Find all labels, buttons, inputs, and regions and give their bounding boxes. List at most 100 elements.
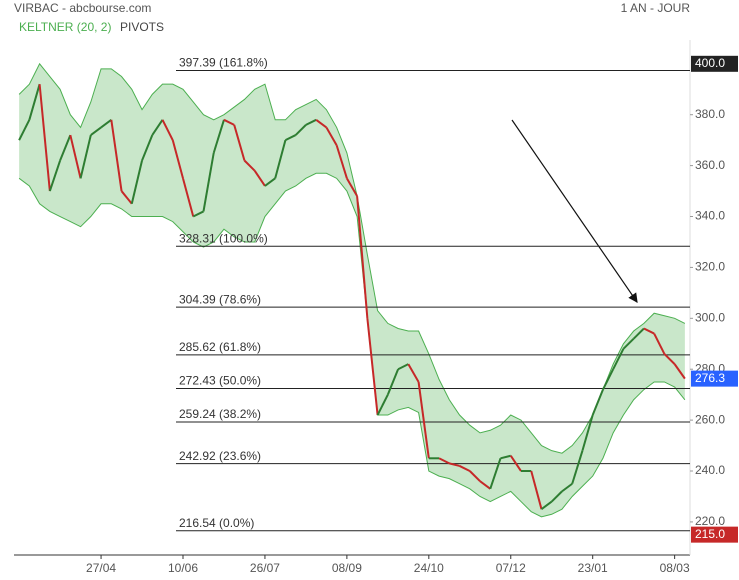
y-tick-label: 300.0 <box>695 310 725 324</box>
price-segment <box>356 196 369 319</box>
price-segment <box>202 152 215 212</box>
price-segment <box>294 124 307 136</box>
price-segment <box>325 126 338 146</box>
price-segment <box>438 457 450 465</box>
x-tick-label: 23/01 <box>578 561 608 575</box>
price-segment <box>663 353 676 365</box>
price-segment <box>449 462 460 467</box>
price-segment <box>653 333 666 355</box>
x-tick-label: 24/10 <box>414 561 444 575</box>
value-marker-label: 400.0 <box>695 56 725 70</box>
legend-pivots[interactable]: PIVOTS <box>120 20 164 34</box>
price-segment <box>386 368 400 396</box>
price-segment <box>48 160 62 192</box>
price-segment <box>643 327 655 335</box>
y-tick-label: 240.0 <box>695 463 725 477</box>
price-segment <box>233 124 246 161</box>
price-segment <box>284 134 297 142</box>
x-tick-label: 10/06 <box>168 561 198 575</box>
y-tick-label: 340.0 <box>695 209 725 223</box>
keltner-band <box>19 63 685 517</box>
pivot-label: 259.24 (38.2%) <box>179 407 261 421</box>
price-segment <box>264 177 276 187</box>
price-segment <box>397 363 409 371</box>
price-segment <box>274 139 287 179</box>
price-segment <box>120 190 133 205</box>
price-segment <box>18 119 31 141</box>
price-segment <box>540 500 553 510</box>
y-tick-label: 320.0 <box>695 260 725 274</box>
price-segment <box>417 381 430 459</box>
price-segment <box>479 480 491 490</box>
price-segment <box>489 457 502 490</box>
pivot-label: 285.62 (61.8%) <box>179 340 261 354</box>
price-segment <box>602 368 615 391</box>
chart-title: VIRBAC - abcbourse.com <box>14 1 151 15</box>
price-segment <box>130 160 144 205</box>
period: 1 AN - JOUR <box>621 1 691 15</box>
price-segment <box>632 327 645 340</box>
annotation-arrow <box>511 119 638 303</box>
price-segment <box>551 490 563 503</box>
pivot-label: 272.43 (50.0%) <box>179 374 261 388</box>
x-tick-label: 07/12 <box>496 561 526 575</box>
price-segment <box>151 119 164 136</box>
price-segment <box>346 177 358 197</box>
price-segment <box>612 348 625 370</box>
pivot-label: 397.39 (161.8%) <box>179 56 268 70</box>
value-marker <box>691 526 738 543</box>
price-segment <box>407 363 420 383</box>
pivot-label: 304.39 (78.6%) <box>179 292 261 306</box>
price-segment <box>59 134 72 161</box>
price-segment <box>500 454 511 460</box>
value-marker-label: 215.0 <box>695 527 725 541</box>
price-segment <box>79 134 92 179</box>
price-segment <box>110 119 123 192</box>
x-tick-label: 08/09 <box>332 561 362 575</box>
price-segment <box>100 118 112 129</box>
price-segment <box>38 84 51 192</box>
value-marker <box>691 55 738 72</box>
pivot-label: 242.92 (23.6%) <box>179 449 261 463</box>
keltner-upper <box>18 62 686 454</box>
price-segment <box>509 455 522 472</box>
price-segment <box>141 134 154 161</box>
price-segment <box>591 389 604 416</box>
price-segment <box>253 170 266 187</box>
price-segment <box>182 178 195 217</box>
price-segment <box>28 83 41 121</box>
price-segment <box>305 118 317 126</box>
value-marker <box>691 370 738 387</box>
x-tick-label: 27/04 <box>86 561 116 575</box>
price-segment <box>459 465 471 472</box>
x-tick-label: 08/03 <box>660 561 690 575</box>
price-segment <box>243 159 256 172</box>
price-segment <box>335 144 348 179</box>
price-segment <box>581 414 594 451</box>
price-segment <box>315 118 327 129</box>
legend-keltner[interactable]: KELTNER (20, 2) <box>19 20 111 34</box>
price-segment <box>212 119 225 154</box>
pivot-label: 328.31 (100.0%) <box>179 231 268 245</box>
y-tick-label: 380.0 <box>695 107 725 121</box>
price-segment <box>376 394 389 416</box>
price-segment <box>530 470 543 510</box>
price-segment <box>171 139 184 179</box>
price-segment <box>69 134 82 179</box>
price-segment <box>571 450 584 485</box>
price-segment <box>223 118 235 126</box>
x-tick-label: 26/07 <box>250 561 280 575</box>
y-tick-label: 220.0 <box>695 514 725 528</box>
price-segment <box>161 119 174 141</box>
price-segment <box>673 363 686 380</box>
price-segment <box>90 126 102 136</box>
keltner-lower <box>18 172 686 518</box>
price-segment <box>366 318 379 416</box>
price-segment <box>192 210 204 218</box>
price-segment <box>561 482 573 493</box>
y-tick-label: 360.0 <box>695 158 725 172</box>
y-tick-label: 260.0 <box>695 412 725 426</box>
price-segment <box>469 470 481 482</box>
